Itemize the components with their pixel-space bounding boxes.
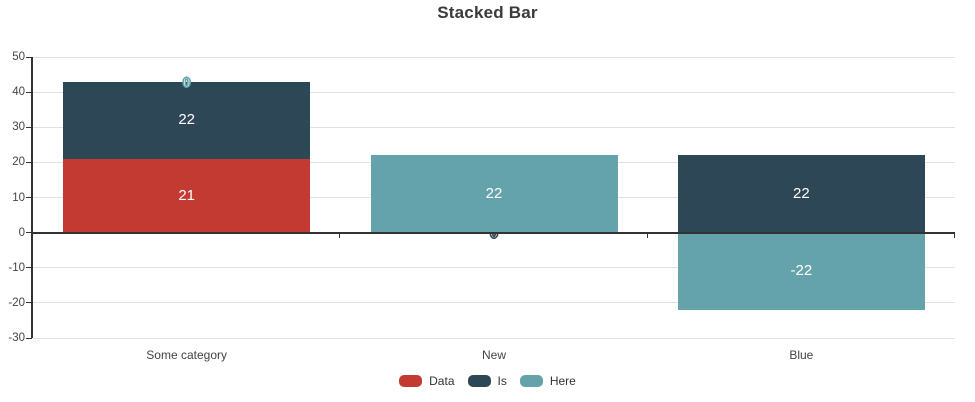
- y-axis-tick-label: 30: [12, 121, 25, 134]
- x-axis-category-label: New: [481, 348, 507, 362]
- legend-label: Here: [549, 374, 576, 388]
- y-axis-tick-label: 50: [12, 51, 25, 63]
- legend-swatch-data: [399, 375, 423, 387]
- y-axis-tick: [26, 337, 32, 339]
- legend-item-data[interactable]: Data: [399, 374, 455, 388]
- y-axis-tick-label: 10: [12, 191, 25, 204]
- bar-segment-data[interactable]: [63, 158, 311, 233]
- legend-item-is[interactable]: Is: [467, 374, 507, 388]
- bar-segment-is[interactable]: [63, 81, 311, 159]
- y-axis-tick: [26, 91, 32, 93]
- y-axis-tick: [26, 161, 32, 163]
- y-axis-tick-label: 40: [12, 86, 25, 99]
- y-axis-tick-label: 0: [18, 226, 25, 239]
- bar-data-label: -22: [790, 262, 813, 280]
- gridline: [33, 91, 955, 93]
- bar-segment-here[interactable]: [677, 232, 925, 310]
- x-axis-tick: [339, 232, 340, 238]
- bar-data-label-zero: 0: [182, 73, 191, 90]
- y-axis-tick-label: -20: [8, 296, 25, 309]
- y-axis-tick: [26, 56, 32, 58]
- gridline: [33, 56, 955, 58]
- legend-label: Is: [497, 374, 507, 388]
- gridline: [33, 302, 955, 304]
- y-axis-tick: [26, 302, 32, 304]
- bar-data-label: 22: [485, 184, 503, 202]
- y-axis-tick: [26, 126, 32, 128]
- y-axis-tick: [26, 197, 32, 198]
- gridline: [33, 337, 955, 339]
- legend: Data Is Here: [0, 374, 975, 388]
- legend-swatch-here: [519, 375, 543, 387]
- x-axis-tick: [647, 232, 648, 238]
- chart-title: Stacked Bar: [437, 3, 538, 22]
- x-axis-category-label: Some category: [146, 348, 228, 362]
- legend-swatch-is: [467, 375, 491, 387]
- y-axis-tick: [26, 267, 32, 269]
- y-axis-tick-label: -30: [8, 332, 25, 344]
- bar-data-label: 22: [178, 111, 195, 129]
- y-axis-tick: [26, 232, 32, 234]
- x-axis-baseline: [33, 231, 955, 234]
- legend-label: Data: [429, 374, 455, 388]
- bar-segment-here[interactable]: [370, 155, 618, 233]
- gridline: [33, 267, 955, 269]
- bar-data-label: 22: [792, 184, 810, 202]
- bar-data-label: 21: [178, 186, 195, 204]
- bar-segment-is[interactable]: [677, 155, 925, 233]
- x-axis-tick: [954, 232, 955, 238]
- y-axis-tick-label: -10: [8, 261, 25, 274]
- gridline: [33, 126, 955, 128]
- legend-item-here[interactable]: Here: [519, 374, 576, 388]
- x-axis-category-label: Blue: [789, 348, 814, 362]
- y-axis-tick-label: 20: [12, 156, 25, 169]
- y-axis-line: [31, 57, 33, 338]
